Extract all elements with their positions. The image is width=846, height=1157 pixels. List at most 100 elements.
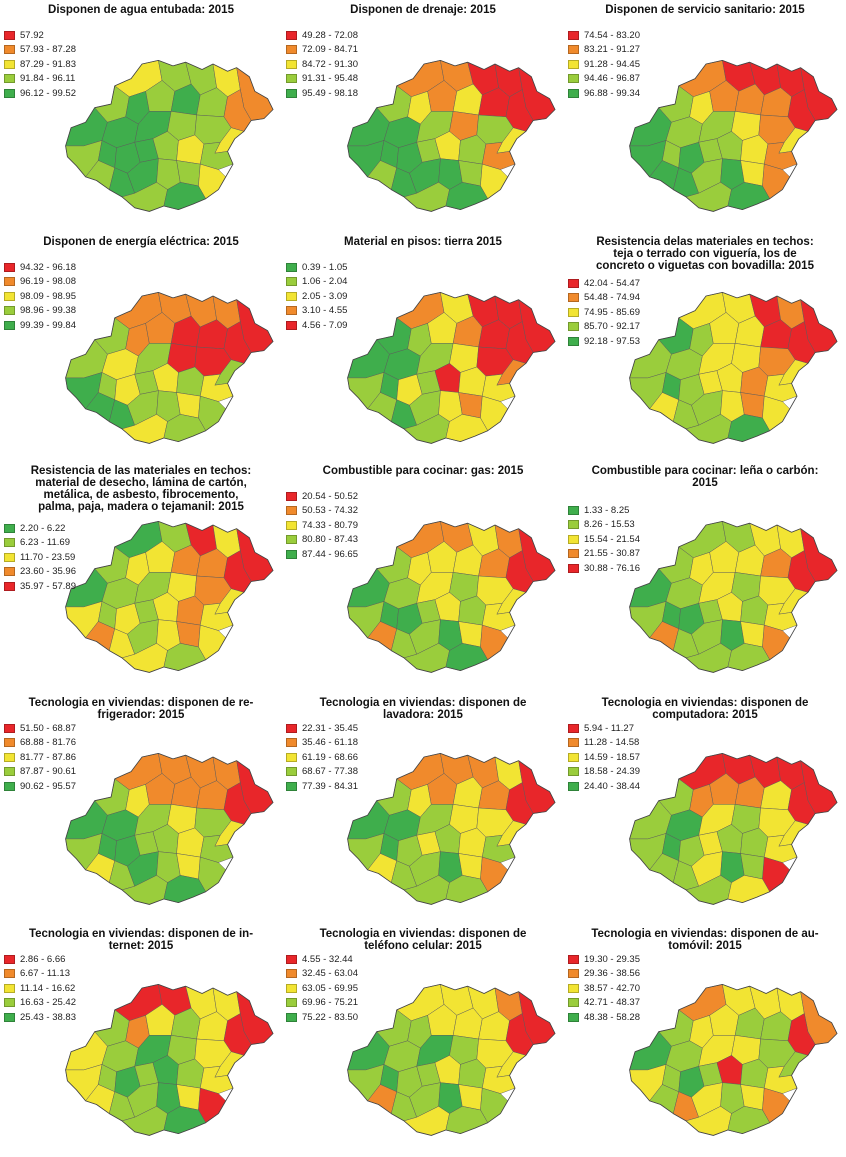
legend-item: 15.54 - 21.54 <box>568 532 658 547</box>
map-legend: 42.04 - 54.47 54.48 - 74.94 74.95 - 85.69 8… <box>568 276 658 349</box>
map-panel-10: Tecnologia en viviendas: disponen de re-… <box>0 695 282 926</box>
legend-item: 19.30 - 29.35 <box>568 952 658 967</box>
map-legend: 51.50 - 68.87 68.88 - 81.76 81.77 - 87.86 8… <box>4 721 94 794</box>
legend-item: 25.43 - 38.83 <box>4 1010 94 1025</box>
legend-label: 11.14 - 16.62 <box>20 982 76 994</box>
legend-item: 11.70 - 23.59 <box>4 550 94 565</box>
map-legend: 1.33 - 8.25 8.26 - 15.53 15.54 - 21.54 21.5… <box>568 503 658 576</box>
legend-swatch <box>286 277 297 287</box>
legend-label: 11.28 - 14.58 <box>584 737 640 749</box>
map-legend: 5.94 - 11.27 11.28 - 14.58 14.59 - 18.57 18… <box>568 721 658 794</box>
legend-label: 69.96 - 75.21 <box>302 997 358 1009</box>
legend-item: 42.71 - 48.37 <box>568 996 658 1011</box>
legend-swatch <box>568 88 579 98</box>
legend-swatch <box>4 538 15 548</box>
legend-item: 96.19 - 98.08 <box>4 275 94 290</box>
legend-item: 92.18 - 97.53 <box>568 334 658 349</box>
legend-swatch <box>286 535 297 545</box>
legend-item: 0.39 - 1.05 <box>286 260 376 275</box>
legend-swatch <box>568 1012 579 1022</box>
legend-label: 11.70 - 23.59 <box>20 551 76 563</box>
legend-label: 98.96 - 99.38 <box>20 305 76 317</box>
legend-item: 81.77 - 87.86 <box>4 750 94 765</box>
legend-item: 32.45 - 63.04 <box>286 967 376 982</box>
legend-label: 16.63 - 25.42 <box>20 997 76 1009</box>
legend-item: 87.29 - 91.83 <box>4 57 94 72</box>
legend-swatch <box>286 752 297 762</box>
legend-label: 98.09 - 98.95 <box>20 290 76 302</box>
choropleth-map <box>629 59 838 212</box>
legend-swatch <box>568 983 579 993</box>
legend-item: 42.04 - 54.47 <box>568 276 658 291</box>
map-panel-3: Disponen de servicio sanitario: 2015 74.5… <box>564 2 846 233</box>
legend-item: 83.21 - 91.27 <box>568 43 658 58</box>
state-outline <box>629 983 838 1136</box>
state-outline <box>347 291 556 444</box>
legend-label: 2.20 - 6.22 <box>20 522 66 534</box>
legend-swatch <box>4 767 15 777</box>
map-panel-14: Tecnologia en viviendas: disponen de tel… <box>282 926 564 1157</box>
map-title: Material en pisos: tierra 2015 <box>344 236 502 248</box>
legend-swatch <box>286 767 297 777</box>
map-title: Resistencia de las materiales en techos:… <box>30 465 252 513</box>
state-outline <box>65 520 274 673</box>
legend-item: 91.84 - 96.11 <box>4 72 94 87</box>
legend-swatch <box>286 491 297 501</box>
legend-swatch <box>286 969 297 979</box>
choropleth-map <box>65 983 274 1136</box>
legend-swatch <box>568 59 579 69</box>
legend-swatch <box>568 752 579 762</box>
legend-item: 90.62 - 95.57 <box>4 779 94 794</box>
state-outline <box>65 291 274 444</box>
legend-swatch <box>4 969 15 979</box>
map-title: Tecnologia en viviendas: disponen de re-… <box>28 697 254 721</box>
legend-label: 4.55 - 32.44 <box>302 953 353 965</box>
choropleth-map <box>65 59 274 212</box>
legend-label: 6.23 - 11.69 <box>20 537 71 549</box>
map-title: Tecnologia en viviendas: disponen de lav… <box>319 697 527 721</box>
legend-swatch <box>568 998 579 1008</box>
map-title: Tecnologia en viviendas: disponen de com… <box>601 697 809 721</box>
legend-swatch <box>286 781 297 791</box>
legend-swatch <box>568 520 579 530</box>
legend-item: 99.39 - 99.84 <box>4 318 94 333</box>
legend-item: 94.32 - 96.18 <box>4 260 94 275</box>
legend-label: 74.95 - 85.69 <box>584 306 640 318</box>
legend-label: 22.31 - 35.45 <box>302 722 358 734</box>
map-panel-13: Tecnologia en viviendas: disponen de in-… <box>0 926 282 1157</box>
legend-item: 74.54 - 83.20 <box>568 28 658 43</box>
legend-swatch <box>568 336 579 346</box>
legend-swatch <box>4 291 15 301</box>
legend-label: 83.21 - 91.27 <box>584 44 640 56</box>
map-title: Resistencia delas materiales en techos: … <box>596 236 814 272</box>
legend-label: 35.97 - 57.89 <box>20 580 76 592</box>
choropleth-map <box>347 59 556 212</box>
legend-item: 84.72 - 91.30 <box>286 57 376 72</box>
legend-swatch <box>4 88 15 98</box>
legend-label: 91.28 - 94.45 <box>584 58 640 70</box>
legend-item: 57.92 <box>4 28 94 43</box>
legend-swatch <box>4 262 15 272</box>
legend-swatch <box>4 59 15 69</box>
legend-label: 32.45 - 63.04 <box>302 968 358 980</box>
legend-item: 51.50 - 68.87 <box>4 721 94 736</box>
legend-item: 11.14 - 16.62 <box>4 981 94 996</box>
legend-item: 8.26 - 15.53 <box>568 518 658 533</box>
legend-label: 29.36 - 38.56 <box>584 968 640 980</box>
legend-swatch <box>4 277 15 287</box>
legend-item: 16.63 - 25.42 <box>4 996 94 1011</box>
map-legend: 57.92 57.93 - 87.28 87.29 - 91.83 91.84 - 9… <box>4 28 94 101</box>
map-title: Combustible para cocinar: leña o carbón:… <box>591 465 819 489</box>
legend-label: 25.43 - 38.83 <box>20 1011 76 1023</box>
map-legend: 2.86 - 6.66 6.67 - 11.13 11.14 - 16.62 16.6… <box>4 952 94 1025</box>
legend-item: 21.55 - 30.87 <box>568 547 658 562</box>
legend-label: 74.33 - 80.79 <box>302 519 358 531</box>
legend-label: 81.77 - 87.86 <box>20 751 76 763</box>
legend-swatch <box>568 293 579 303</box>
legend-swatch <box>568 767 579 777</box>
legend-label: 19.30 - 29.35 <box>584 953 640 965</box>
legend-swatch <box>4 723 15 733</box>
legend-swatch <box>286 723 297 733</box>
legend-item: 98.09 - 98.95 <box>4 289 94 304</box>
